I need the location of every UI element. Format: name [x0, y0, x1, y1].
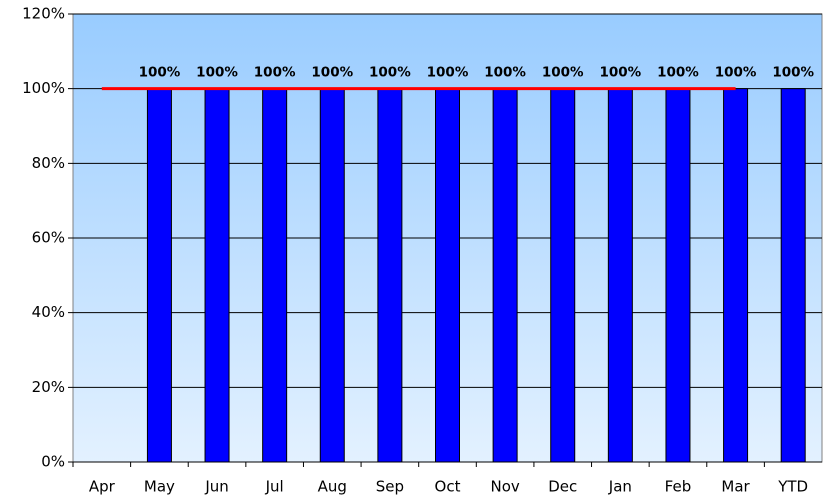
y-tick-label: 20%	[32, 378, 65, 396]
bar	[607, 88, 633, 463]
y-tick-label: 120%	[22, 5, 65, 23]
y-tick-label: 0%	[41, 453, 65, 471]
x-tick-label: May	[144, 478, 175, 496]
data-label: 100%	[599, 65, 641, 81]
data-label: 100%	[484, 65, 526, 81]
data-label: 100%	[427, 65, 469, 81]
bar	[146, 88, 172, 463]
data-label: 100%	[715, 65, 757, 81]
data-label: 100%	[196, 65, 238, 81]
bar	[665, 88, 691, 463]
bar	[204, 88, 230, 463]
bar	[377, 88, 403, 463]
x-tick-label: Jul	[265, 478, 284, 496]
x-tick-label: Sep	[376, 478, 404, 496]
data-label: 100%	[542, 65, 584, 81]
data-label: 100%	[139, 65, 181, 81]
x-tick-label: Oct	[435, 478, 461, 496]
x-tick-label: Dec	[548, 478, 577, 496]
y-tick-label: 40%	[32, 303, 65, 321]
bar	[780, 88, 806, 463]
x-tick-label: Jan	[608, 478, 632, 496]
data-label: 100%	[657, 65, 699, 81]
data-label: 100%	[772, 65, 814, 81]
x-tick-label: Mar	[721, 478, 750, 496]
x-tick-label: Nov	[490, 478, 519, 496]
x-tick-label: YTD	[777, 478, 808, 496]
bar	[435, 88, 460, 463]
x-tick-label: Aug	[318, 478, 347, 496]
data-label: 100%	[369, 65, 411, 81]
data-label: 100%	[311, 65, 353, 81]
data-label: 100%	[254, 65, 296, 81]
x-tick-label: Feb	[665, 478, 692, 496]
bar	[319, 88, 345, 463]
y-tick-label: 60%	[32, 229, 65, 247]
y-tick-label: 80%	[32, 154, 65, 172]
x-tick-label: Jun	[204, 478, 228, 496]
x-tick-label: Apr	[89, 478, 116, 496]
bar	[262, 88, 288, 463]
bar	[723, 88, 749, 463]
y-tick-label: 100%	[22, 79, 65, 97]
bar	[550, 88, 576, 463]
bar	[492, 88, 518, 463]
